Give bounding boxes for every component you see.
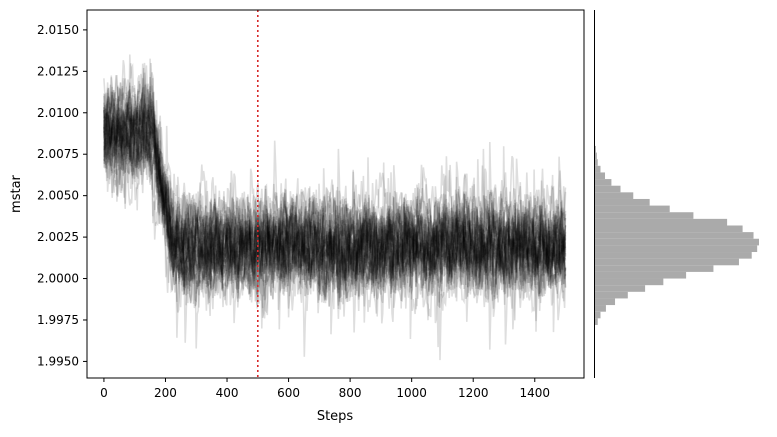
walker-trace — [103, 78, 567, 296]
walker-trace — [103, 76, 567, 296]
histogram-bar — [595, 298, 616, 306]
walker-trace — [103, 98, 567, 345]
x-axis-label: Steps — [317, 409, 354, 424]
walker-trace — [103, 83, 567, 322]
x-tick-label: 200 — [154, 386, 177, 400]
histogram-bar — [595, 265, 714, 272]
x-tick-label: 1200 — [458, 386, 489, 400]
walker-trace — [103, 78, 567, 310]
walker-trace — [103, 62, 567, 308]
histogram-bar — [595, 238, 759, 246]
trace-axes: 0 200 400 600 800 1000 1200 1400 1.9950 1.9975 2.… — [9, 9, 585, 424]
trace-plot-area — [103, 54, 567, 361]
y-tick-label: 2.0100 — [37, 106, 79, 120]
histogram-bars — [595, 145, 759, 325]
walker-trace — [103, 85, 567, 338]
histogram-bar — [595, 145, 596, 153]
y-tick-label: 2.0150 — [37, 23, 79, 37]
walker-trace — [103, 112, 567, 310]
x-tick-label: 400 — [216, 386, 239, 400]
histogram-bar — [595, 172, 606, 180]
histogram-bar — [595, 258, 739, 266]
x-tick-label: 800 — [339, 386, 362, 400]
walker-trace — [103, 102, 567, 318]
walker-trace — [103, 98, 566, 321]
walker-trace — [103, 107, 567, 332]
walker-trace — [103, 100, 567, 302]
histogram-bar — [595, 159, 598, 166]
histogram-bar — [595, 318, 598, 325]
y-axis-ticks: 1.9950 1.9975 2.0000 2.0025 2.0050 2.0075 2.01… — [37, 23, 87, 368]
walker-trace — [103, 87, 567, 324]
walker-trace — [103, 72, 567, 300]
x-tick-label: 0 — [100, 386, 108, 400]
walker-trace — [103, 73, 567, 322]
histogram-bar — [595, 192, 634, 199]
walker-trace — [103, 60, 567, 305]
histogram-bar — [595, 205, 670, 213]
walker-trace — [103, 85, 566, 310]
walker-trace — [103, 63, 567, 330]
walker-trace — [103, 75, 567, 317]
histogram-bar — [595, 278, 664, 286]
walker-trace — [103, 84, 567, 335]
walker-trace — [103, 119, 567, 321]
walker-trace — [103, 54, 567, 340]
walker-trace — [103, 83, 567, 361]
histogram-bar — [595, 305, 606, 312]
trace-axes-frame — [86, 9, 585, 379]
histogram-bar — [595, 185, 621, 193]
walker-trace — [103, 63, 567, 314]
walker-trace — [103, 62, 566, 310]
histogram-bar — [595, 245, 758, 253]
walker-trace — [103, 67, 567, 333]
x-tick-label: 600 — [277, 386, 300, 400]
x-tick-label: 1400 — [519, 386, 550, 400]
x-tick-label: 1000 — [396, 386, 427, 400]
walker-trace — [103, 86, 567, 349]
walker-trace — [103, 92, 567, 308]
walker-trace — [103, 105, 567, 309]
walker-trace — [103, 96, 567, 343]
walker-trace — [103, 95, 567, 357]
walker-trace — [103, 86, 567, 293]
walker-trace — [103, 91, 567, 317]
x-axis-ticks: 0 200 400 600 800 1000 1200 1400 — [100, 378, 550, 400]
y-tick-label: 1.9950 — [37, 354, 79, 368]
walker-trace — [103, 127, 567, 333]
walker-trace — [103, 93, 567, 329]
histogram-bar — [595, 218, 728, 226]
histogram-bar — [595, 311, 601, 319]
histogram-bar — [595, 179, 612, 186]
walker-trace — [103, 88, 567, 319]
histogram-bar — [595, 285, 646, 292]
y-tick-label: 2.0050 — [37, 189, 79, 203]
y-tick-label: 2.0000 — [37, 272, 79, 286]
y-tick-label: 2.0025 — [37, 230, 79, 244]
histogram-bar — [595, 252, 752, 259]
histogram-axes — [594, 10, 759, 378]
y-axis-label: mstar — [9, 174, 24, 213]
walker-trace — [103, 84, 567, 350]
histogram-bar — [595, 232, 754, 239]
walker-trace — [103, 91, 567, 296]
y-tick-label: 2.0125 — [37, 64, 79, 78]
histogram-bar — [595, 212, 694, 219]
histogram-bar — [595, 152, 597, 160]
histogram-bar — [595, 291, 628, 299]
y-tick-label: 1.9975 — [37, 313, 79, 327]
histogram-bar — [595, 198, 650, 206]
walker-trace — [103, 102, 567, 314]
walker-trace — [103, 65, 567, 308]
y-tick-label: 2.0075 — [37, 147, 79, 161]
histogram-bar — [595, 225, 743, 233]
histogram-bar — [595, 165, 601, 173]
histogram-bar — [595, 271, 687, 279]
